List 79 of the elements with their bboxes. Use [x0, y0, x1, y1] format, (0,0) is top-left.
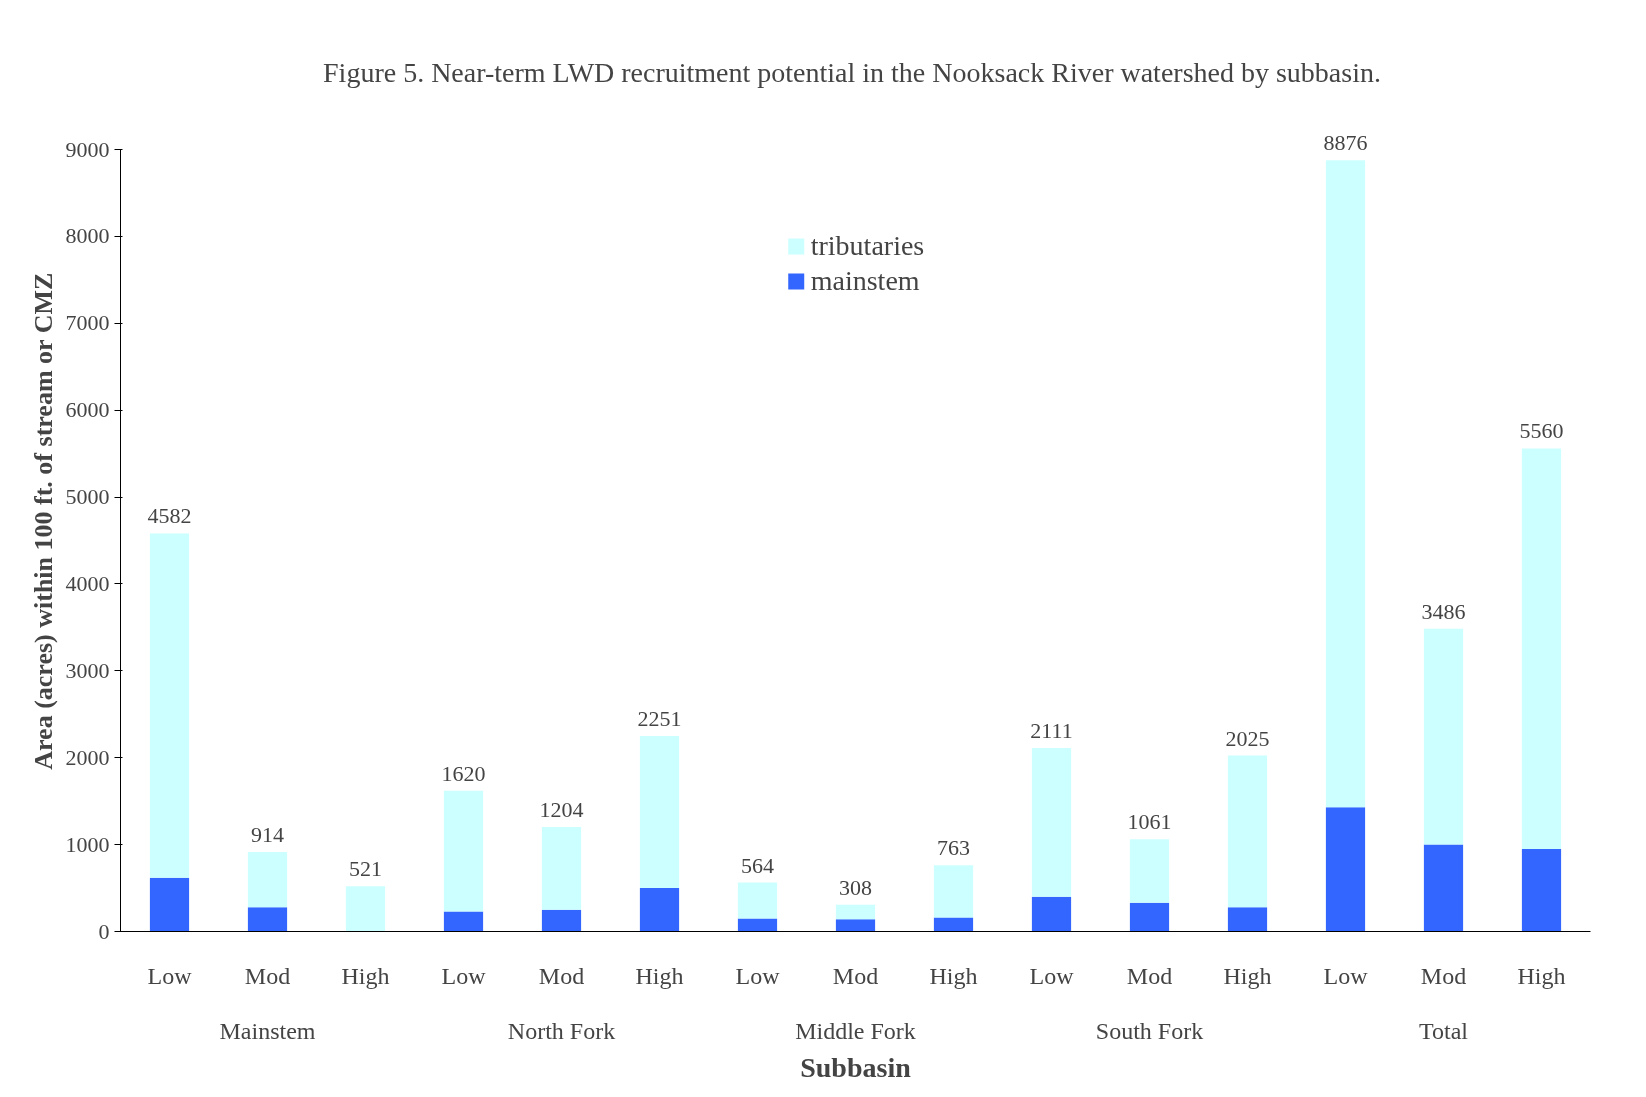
bar — [737, 918, 778, 932]
total-label: 2025 — [1225, 725, 1270, 751]
total-label: 1061 — [1127, 809, 1172, 835]
bar — [639, 888, 680, 932]
x-tick-label: Mod — [1126, 962, 1173, 989]
bar — [1521, 448, 1562, 849]
bar — [1521, 848, 1562, 932]
x-tick-label: Mod — [1420, 962, 1467, 989]
y-tick-label: 3000 — [65, 657, 110, 683]
y-tick-label: 0 — [98, 918, 110, 944]
total-label: 1620 — [441, 760, 486, 786]
text: North Fork — [507, 1017, 616, 1044]
bar — [1227, 907, 1268, 932]
y-tick-label: 8000 — [65, 223, 110, 249]
legend-label: tributaries — [810, 230, 925, 262]
text: Mainstem — [219, 1017, 316, 1044]
total-label: 763 — [937, 835, 970, 861]
bar — [443, 790, 484, 912]
total-label: 2111 — [1030, 718, 1073, 744]
y-tick-label: 7000 — [65, 310, 110, 336]
y-axis-title: Area (acres) within 100 ft. of stream or CMZ — [28, 272, 58, 770]
x-tick-label: Low — [147, 962, 193, 989]
bar — [1129, 839, 1170, 903]
bar — [1325, 160, 1366, 808]
bar — [1129, 902, 1170, 932]
bar — [737, 882, 778, 919]
bar — [933, 865, 974, 918]
x-tick-label: High — [929, 962, 978, 989]
bar — [933, 917, 974, 932]
y-tick-label: 2000 — [65, 744, 110, 770]
y-tick-label: 6000 — [65, 397, 110, 423]
y-tick-label: 1000 — [65, 831, 110, 857]
total-label: 308 — [839, 874, 872, 900]
total-label: 1204 — [539, 796, 584, 822]
bar — [541, 826, 582, 910]
y-tick-label: 9000 — [65, 136, 110, 162]
bar — [1031, 896, 1072, 932]
x-tick-label: High — [341, 962, 390, 989]
x-tick-label: Low — [1029, 962, 1075, 989]
total-label: 564 — [741, 852, 774, 878]
bar — [1227, 755, 1268, 908]
x-tick-label: High — [1223, 962, 1272, 989]
y-tick-label: 4000 — [65, 570, 110, 596]
bar — [247, 852, 288, 908]
total-label: 914 — [251, 822, 284, 848]
bar — [1325, 807, 1366, 932]
chart-title: Figure 5. Near-term LWD recruitment potential in the Nooksack River watershed by subbasin. — [323, 57, 1381, 88]
x-tick-label: Low — [441, 962, 487, 989]
bar — [1423, 628, 1464, 845]
x-tick-label: Mod — [538, 962, 585, 989]
bar — [149, 877, 190, 932]
bar — [1423, 844, 1464, 932]
bar — [639, 735, 680, 889]
bar — [835, 904, 876, 920]
x-tick-label: Low — [1323, 962, 1369, 989]
bar — [1031, 748, 1072, 897]
x-tick-label: Mod — [244, 962, 291, 989]
x-tick-label: Mod — [832, 962, 879, 989]
bar — [247, 907, 288, 932]
legend-label: mainstem — [810, 265, 920, 297]
x-tick-label: High — [635, 962, 684, 989]
text: Total — [1419, 1017, 1469, 1044]
y-tick-label: 5000 — [65, 484, 110, 510]
total-label: 5560 — [1519, 418, 1564, 444]
x-tick-label: Low — [735, 962, 781, 989]
total-label: 2251 — [637, 705, 682, 731]
text: Middle Fork — [795, 1017, 916, 1044]
bar — [541, 909, 582, 932]
text: South Fork — [1095, 1017, 1204, 1044]
total-label: 3486 — [1421, 598, 1466, 624]
x-tick-label: High — [1517, 962, 1566, 989]
bar — [345, 886, 386, 932]
total-label: 521 — [349, 856, 382, 882]
bar — [835, 919, 876, 932]
x-axis-title: Subbasin — [800, 1051, 912, 1083]
total-label: 8876 — [1323, 130, 1368, 156]
bar — [443, 911, 484, 932]
bar — [149, 533, 190, 878]
total-label: 4582 — [147, 503, 192, 529]
